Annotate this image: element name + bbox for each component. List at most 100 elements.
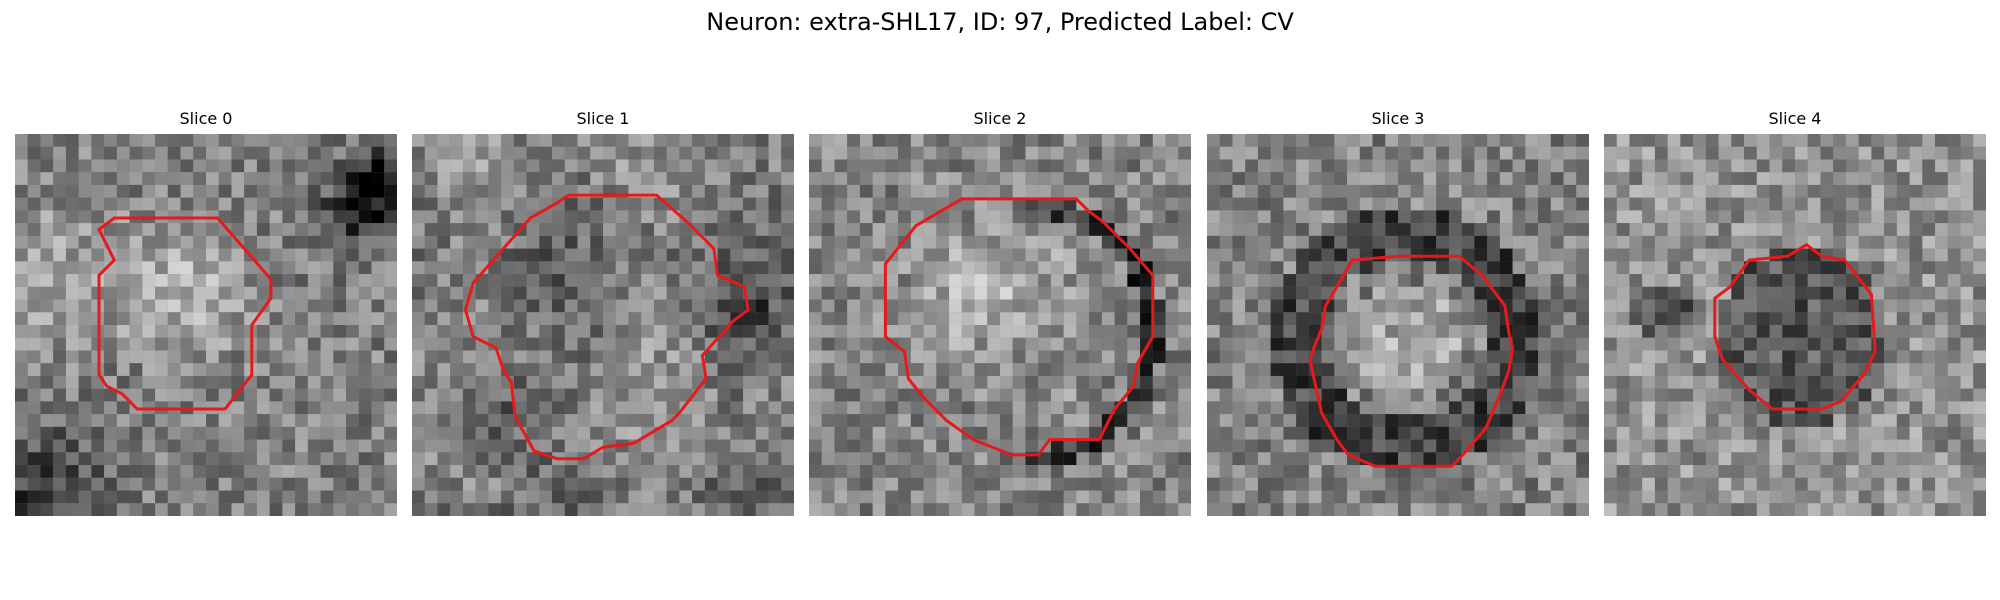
slice-pixel [1718,184,1732,198]
slice-pixel [1321,248,1335,262]
slice-pixel [1178,248,1191,262]
slice-pixel [1604,503,1617,516]
slice-pixel [615,490,629,504]
slice-pixel [539,337,553,351]
slice-pixel [1207,223,1220,236]
slice-pixel [167,414,181,427]
slice-pixel [1076,274,1090,287]
slice-pixel [1232,439,1246,453]
slice-pixel [717,465,731,478]
slice-pixel [564,439,578,453]
slice-pixel [1922,465,1936,478]
slice-pixel [1385,426,1399,440]
slice-pixel [256,452,270,466]
slice-pixel [1563,134,1577,147]
slice-pixel [15,465,28,478]
slice-pixel [1718,159,1732,173]
slice-pixel [1140,223,1153,236]
slice-pixel [1782,134,1796,147]
slice-pixel [1833,503,1846,516]
slice-pixel [1604,426,1617,440]
slice-pixel [1487,248,1500,262]
slice-pixel [1487,490,1500,504]
slice-pixel [961,452,975,466]
slice-pixel [768,465,782,478]
slice-pixel [1616,388,1630,402]
slice-pixel [116,248,130,262]
slice-pixel [155,312,168,326]
slice-pixel [462,477,476,491]
slice-pixel [987,286,1001,300]
slice-pixel [40,248,54,262]
slice-pixel [1436,490,1449,504]
slice-pixel [1410,299,1424,313]
slice-pixel [256,477,270,491]
slice-pixel [1101,184,1115,198]
slice-pixel [53,426,66,440]
slice-pixel [755,299,769,313]
slice-pixel [1372,350,1386,364]
slice-pixel [295,414,308,427]
slice-pixel [1935,299,1948,313]
slice-pixel [987,452,1001,466]
slice-pixel [859,184,873,198]
slice-pixel [1114,439,1128,453]
slice-pixel [1604,414,1617,427]
slice-pixel [1807,223,1821,236]
slice-pixel [307,337,321,351]
slice-pixel [1858,299,1872,313]
slice-pixel [936,274,950,287]
slice-pixel [78,388,92,402]
slice-pixel [1219,426,1233,440]
slice-pixel [155,159,168,173]
slice-pixel [475,223,489,236]
slice-pixel [1884,414,1897,427]
slice-pixel [847,134,860,147]
slice-pixel [1270,248,1284,262]
slice-pixel [40,325,54,338]
slice-pixel [193,490,207,504]
slice-pixel [1334,210,1348,224]
slice-pixel [1884,350,1897,364]
slice-pixel [1538,426,1551,440]
slice-pixel [1474,414,1488,427]
slice-pixel [1680,223,1694,236]
slice-pixel [424,248,438,262]
slice-pixel [1576,439,1589,453]
slice-pixel [256,223,270,236]
slice-pixel [1769,172,1783,185]
slice-pixel [768,363,782,376]
slice-pixel [40,363,54,376]
slice-pixel [1512,452,1526,466]
slice-pixel [1089,197,1102,211]
slice-pixel [603,223,616,236]
slice-pixel [437,337,451,351]
slice-pixel [1165,439,1179,453]
slice-pixel [1731,388,1745,402]
slice-pixel [256,401,270,415]
slice-pixel [1820,134,1834,147]
slice-pixel [679,350,693,364]
slice-pixel [333,184,347,198]
slice-pixel [371,426,385,440]
slice-pixel [1232,363,1246,376]
slice-pixel [1833,172,1846,185]
slice-pixel [193,477,207,491]
slice-pixel [1012,184,1026,198]
slice-pixel [488,261,502,275]
slice-pixel [564,401,578,415]
slice-pixel [755,210,769,224]
slice-pixel [1487,172,1500,185]
slice-pixel [1219,248,1233,262]
slice-pixel [809,223,822,236]
slice-pixel [768,312,782,326]
slice-pixel [1474,184,1488,198]
slice-pixel [1410,235,1424,249]
slice-pixel [1795,388,1808,402]
slice-pixel [142,477,156,491]
slice-pixel [218,375,232,389]
slice-pixel [834,299,848,313]
slice-pixel [1629,312,1643,326]
slice-pixel [1858,197,1872,211]
slice-pixel [129,439,143,453]
